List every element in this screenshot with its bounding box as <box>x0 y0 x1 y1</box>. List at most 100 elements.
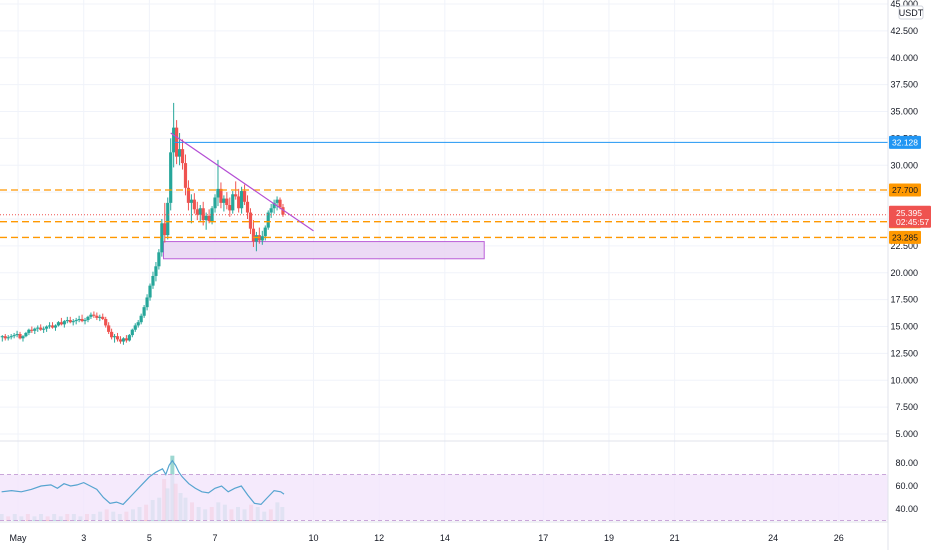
time-tick-label: 14 <box>440 533 450 543</box>
candle-body <box>65 320 69 322</box>
candle-body <box>124 338 128 341</box>
candle-body <box>121 338 126 342</box>
time-tick-label: 26 <box>834 533 844 543</box>
candle-body <box>192 199 196 210</box>
price-tick-label: 20.000 <box>890 268 918 278</box>
candle-body <box>50 325 55 328</box>
candle-body <box>219 188 223 203</box>
candle-body <box>36 327 40 329</box>
currency-unit: USDT <box>899 8 924 18</box>
price-tick-label: 22.500 <box>890 241 918 251</box>
candle-body <box>237 196 241 209</box>
price-tick-label: 40.000 <box>890 53 918 63</box>
candles <box>0 102 285 345</box>
candle-body <box>263 227 267 237</box>
candle-body <box>166 202 170 236</box>
candle-body <box>47 325 52 327</box>
candle-body <box>42 328 46 330</box>
candle-body <box>95 315 99 318</box>
candle-body <box>240 191 244 209</box>
level-lower-tag-text: 23.285 <box>892 232 918 242</box>
candle-body <box>62 321 66 325</box>
candle-body <box>130 329 134 336</box>
trendline[interactable] <box>170 132 314 232</box>
candle-body <box>56 322 61 326</box>
candle-body <box>127 335 131 341</box>
candle-body <box>74 320 78 322</box>
candle-body <box>198 208 202 215</box>
price-tick-label: 35.000 <box>890 107 918 117</box>
candle-body <box>216 188 220 198</box>
rsi-tick-label: 60.00 <box>895 481 918 491</box>
time-tick-label: 21 <box>670 533 680 543</box>
candle-body <box>33 328 37 331</box>
candle-body <box>107 325 111 332</box>
candle-body <box>104 318 108 326</box>
price-tick-label: 5.000 <box>895 429 918 439</box>
candle-body <box>278 199 282 208</box>
level-upper-tag-bg <box>889 183 921 197</box>
candle-body <box>71 321 75 323</box>
support-zone[interactable] <box>162 241 485 260</box>
candle-body <box>83 320 87 322</box>
candle-body <box>251 228 256 242</box>
price-tick-label: 37.500 <box>890 80 918 90</box>
resistance-tag: 32.128 <box>889 135 921 149</box>
time-axis[interactable]: May 3 5 7 10 12 14 17 19 21 24 26 <box>10 533 844 543</box>
candle-body <box>136 322 140 326</box>
rsi-band-fill <box>0 474 888 521</box>
candle-body <box>231 194 235 211</box>
candle-body <box>112 336 117 338</box>
rsi-tick-label: 80.00 <box>895 458 918 468</box>
candle-body <box>275 199 279 203</box>
candle-body <box>110 331 114 338</box>
candle-body <box>139 315 143 323</box>
rsi-band <box>0 474 888 521</box>
candle-body <box>80 318 84 322</box>
rsi-axis: 80.00 60.00 40.00 <box>895 458 918 514</box>
candle-body <box>24 332 28 337</box>
candle-body <box>157 252 161 267</box>
candle-body <box>169 152 173 203</box>
price-tick-label: 45.000 <box>890 0 918 9</box>
rsi-tick-label: 40.00 <box>895 504 918 514</box>
candle-body <box>101 316 105 319</box>
candle-body <box>222 198 226 203</box>
time-tick-label: May <box>10 533 28 543</box>
candle-body <box>201 208 205 221</box>
time-tick-label: 19 <box>604 533 614 543</box>
candle-body <box>92 314 96 316</box>
currency-unit-box[interactable]: USDT <box>898 5 924 20</box>
candle-body <box>207 215 211 222</box>
candle-body <box>98 316 102 318</box>
candle-body <box>145 297 149 308</box>
candle-body <box>234 194 238 197</box>
candle-body <box>3 336 7 339</box>
candle-body <box>163 223 167 236</box>
candle-body <box>266 212 270 228</box>
time-tick-label: 10 <box>309 533 319 543</box>
last-price-value: 25.395 <box>896 208 922 218</box>
rsi-line <box>1 459 285 506</box>
candle-body <box>225 198 229 206</box>
support-zone-rect[interactable] <box>162 241 485 260</box>
horizontal-levels[interactable] <box>0 141 888 239</box>
price-tick-label: 12.500 <box>890 348 918 358</box>
price-tick-label: 10.000 <box>890 375 918 385</box>
candle-body <box>180 149 185 164</box>
level-lower-tag-bg <box>889 230 921 244</box>
time-tick-label: 7 <box>213 533 218 543</box>
candle-body <box>213 197 217 209</box>
level-upper-tag: 27.700 <box>889 183 921 197</box>
price-tick-label: 30.000 <box>890 160 918 170</box>
rsi-series <box>1 459 285 506</box>
candle-body <box>177 149 182 157</box>
candle-body <box>15 334 19 336</box>
trendline-segment[interactable] <box>170 132 314 232</box>
candle-body <box>272 202 276 209</box>
candle-body <box>115 336 120 340</box>
candle-body <box>281 207 285 215</box>
